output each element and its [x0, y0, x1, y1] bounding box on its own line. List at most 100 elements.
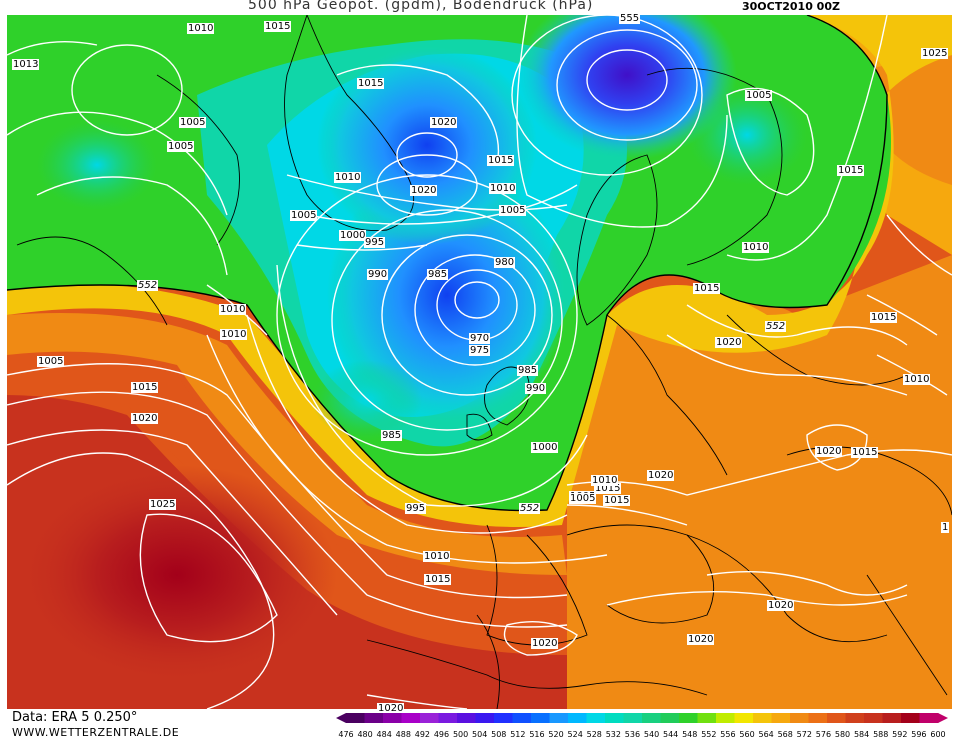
isobar-label: 1010 [591, 475, 619, 486]
isobar-label: 1020 [687, 634, 715, 645]
colorbar-tick-label: 512 [510, 730, 525, 739]
colorbar-tick-label: 564 [758, 730, 773, 739]
orange-east [567, 255, 952, 709]
isobar-label: 1025 [921, 48, 949, 59]
colorbar-tick-label: 548 [682, 730, 697, 739]
coastlines [16, 15, 952, 709]
isobar-label: 1005 [290, 210, 318, 221]
colorbar-cell [716, 713, 735, 723]
colorbar-tick-label: 600 [930, 730, 945, 739]
isobar-label: 995 [405, 503, 427, 514]
chart-title: 500 hPa Geopot. (gpdm), Bodendruck (hPa) [248, 0, 594, 13]
isobar-label: 1015 [131, 382, 159, 393]
cyan-spot-canada [37, 120, 157, 210]
isobar-label: 1005 [167, 141, 195, 152]
colorbar-cell [697, 713, 717, 723]
colorbar-cell [457, 713, 476, 723]
isobar-label: 1015 [870, 312, 898, 323]
footer-credits: Data: ERA 5 0.250° WWW.WETTERZENTRALE.DE [12, 710, 179, 740]
isobar-label: 1000 [339, 230, 367, 241]
colorbar-cell [679, 713, 698, 723]
colorbar-cell [586, 713, 606, 723]
colorbar-cell [827, 713, 846, 723]
isobar-label: 1 [941, 522, 950, 533]
colorbar-cell [790, 713, 809, 723]
isobar-label: 1015 [264, 21, 292, 32]
isobar-label: 1020 [815, 446, 843, 457]
colorbar-tick-label: 556 [720, 730, 735, 739]
colorbar-tick-label: 572 [797, 730, 812, 739]
colorbar-tick-label: 504 [472, 730, 487, 739]
colorbar-cell [549, 713, 569, 723]
isobar-label: 970 [469, 333, 491, 344]
colorbar-cell [420, 713, 439, 723]
colorbar: 476 480 484 488 492 496 500 504 508 512 516 520 524 5… [336, 713, 948, 739]
colorbar-tick-label: 492 [415, 730, 430, 739]
colorbar-cell [364, 713, 384, 723]
colorbar-tick-label: 488 [396, 730, 411, 739]
colorbar-tick-label: 520 [548, 730, 563, 739]
isobar-label: 985 [381, 430, 403, 441]
colorbar-tick-label: 540 [644, 730, 659, 739]
isobar-label: 1010 [489, 183, 517, 194]
isobar-label: 555 [619, 13, 641, 24]
isobar-label: 1013 [12, 59, 40, 70]
isobar-label: 980 [494, 257, 516, 268]
colorbar-tick-label: 480 [357, 730, 372, 739]
isobar-label: 1020 [715, 337, 743, 348]
colorbar-tick-label: 584 [854, 730, 869, 739]
isobar-label: 1015 [424, 574, 452, 585]
isobar-label: 1025 [149, 499, 177, 510]
isobar-label: 1010 [903, 374, 931, 385]
isobar-label: 1005 [37, 356, 65, 367]
geopot-552-label: 552 [137, 280, 159, 291]
colorbar-cell [845, 713, 865, 723]
isobar-label: 985 [427, 269, 449, 280]
website-label: WWW.WETTERZENTRALE.DE [12, 726, 180, 739]
colorbar-tick-label: 508 [491, 730, 506, 739]
colorbar-tick-label: 476 [338, 730, 353, 739]
orangered-west [7, 354, 567, 635]
colorbar-cell [901, 713, 920, 723]
isobar-label: 990 [525, 383, 547, 394]
colorbar-cell [623, 713, 643, 723]
isobar-label: 1020 [377, 703, 405, 714]
colorbar-tick-label: 536 [625, 730, 640, 739]
cyan-spot-russia [687, 85, 807, 185]
isobar-label: 1015 [693, 283, 721, 294]
isobar-label: 1005 [745, 90, 773, 101]
colorbar-cell [605, 713, 624, 723]
datetime-label: 30OCT2010 00Z [742, 0, 840, 13]
colorbar-cell [919, 713, 939, 723]
colorbar-cell [771, 713, 791, 723]
isobar-label: 1015 [851, 447, 879, 458]
isobar-label: 1020 [430, 117, 458, 128]
colorbar-cell [808, 713, 828, 723]
colorbar-cell [660, 713, 680, 723]
isobars [7, 15, 952, 709]
colorbar-cell [531, 713, 550, 723]
isobar-label: 1000 [531, 442, 559, 453]
orange-west [7, 313, 567, 575]
colorbar-tick-label: 516 [529, 730, 544, 739]
colorbar-tick-label: 588 [873, 730, 888, 739]
colorbar-tick-label: 532 [606, 730, 621, 739]
colorbar-tick-label: 592 [892, 730, 907, 739]
geopot-552-label: 552 [519, 503, 541, 514]
isobar-label: 1005 [569, 493, 597, 504]
colorbar-tick-label: 596 [911, 730, 926, 739]
data-source-label: Data: ERA 5 0.250° [12, 710, 138, 725]
colorbar-cell [734, 713, 754, 723]
isobar-label: 1015 [603, 495, 631, 506]
colorbar-cell [753, 713, 772, 723]
isobar-label: 1010 [220, 329, 248, 340]
colorbar-tick-label: 580 [835, 730, 850, 739]
geopot-552-label: 552 [765, 321, 787, 332]
colorbar-arrow-left [336, 713, 346, 723]
isobar-label: 1020 [767, 600, 795, 611]
colorbar-cell [346, 713, 365, 723]
colorbar-cell [568, 713, 587, 723]
isobar-label: 1015 [357, 78, 385, 89]
colorbar-cell [475, 713, 495, 723]
isobar-label: 1015 [594, 483, 622, 494]
